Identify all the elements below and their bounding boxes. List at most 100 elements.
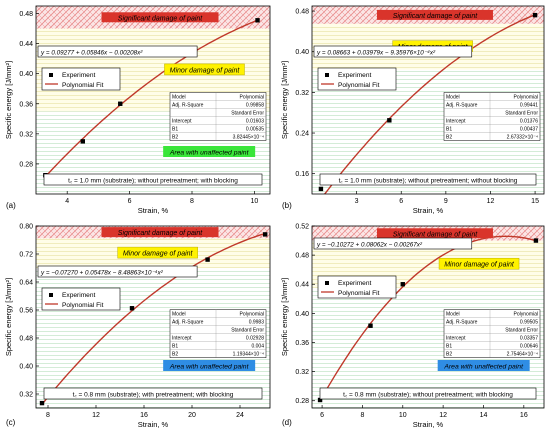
- label-significant-text: Significant damage of paint: [118, 230, 203, 237]
- stats-label: B1: [446, 344, 452, 350]
- y-tick-label: 0.80: [19, 224, 33, 231]
- x-axis-label: Strain, %: [138, 206, 169, 215]
- stats-label: Model: [172, 94, 186, 100]
- x-tick-label: 6: [399, 198, 403, 205]
- label-minor: Minor damage of paint: [164, 63, 245, 76]
- y-tick-label: 0.36: [19, 101, 33, 108]
- x-tick-label: 4: [65, 198, 69, 205]
- label-minor-text: Minor damage of paint: [170, 67, 241, 74]
- stats-label: Adj. R-Square: [172, 102, 204, 108]
- label-minor-bg: [164, 63, 245, 76]
- stats-label: B2: [172, 134, 178, 140]
- plot-frame: [35, 225, 271, 409]
- label-significant: Significant damage of paint: [376, 228, 493, 239]
- stats-label: Adj. R-Square: [172, 320, 204, 326]
- stats-value: 3.82445×10⁻⁴: [233, 134, 264, 140]
- stats-value: Polynomial: [240, 312, 264, 318]
- label-minor-text: Minor damage of paint: [444, 262, 515, 269]
- x-tick-label: 14: [480, 412, 488, 419]
- fit-curve: [41, 232, 266, 405]
- label-unaffected-text: Area with unaffected paint: [169, 150, 250, 157]
- label-significant-bg: [376, 9, 493, 20]
- stats-value: 0.99858: [246, 102, 264, 108]
- x-tick-label: 12: [439, 412, 447, 419]
- stats-label: Model: [446, 312, 460, 318]
- y-tick-label: 0.40: [19, 364, 33, 371]
- stats-value: 0.004: [251, 344, 264, 350]
- stats-value: 0.01603: [246, 118, 264, 124]
- y-tick-label: 0.24: [295, 131, 309, 138]
- legend-marker: [49, 293, 53, 297]
- y-tick-label: 0.32: [295, 90, 309, 97]
- stats-label: Adj. R-Square: [446, 320, 478, 326]
- label-significant-bg: [101, 227, 219, 238]
- legend: Experiment Polynomial Fit: [317, 67, 397, 91]
- panel-label: (c): [6, 418, 16, 427]
- equation-bg: [37, 45, 198, 58]
- stats-value: 2.67332×10⁻⁴: [507, 134, 538, 140]
- condition-bg: [319, 173, 537, 186]
- label-significant: Significant damage of paint: [101, 227, 219, 238]
- y-axis-label: Specific energy [J/mm²]: [4, 278, 13, 356]
- stats-value: 0.99505: [520, 320, 538, 326]
- equation-bg: [313, 237, 473, 250]
- legend-label: Experiment: [62, 292, 96, 299]
- x-tick-label: 24: [236, 412, 244, 419]
- stats-value: Polynomial: [240, 94, 264, 100]
- equation-bg: [37, 265, 198, 278]
- data-point: [255, 18, 260, 23]
- legend-marker: [49, 73, 53, 77]
- legend: Experiment Polynomial Fit: [41, 67, 121, 91]
- y-tick-label: 0.32: [19, 131, 33, 138]
- data-point: [368, 323, 373, 328]
- plot-frame: [311, 225, 545, 409]
- legend-marker: [325, 281, 329, 285]
- y-tick-label: 0.48: [295, 253, 309, 260]
- x-tick-label: 12: [92, 412, 100, 419]
- y-tick-label: 0.48: [19, 336, 33, 343]
- stats-table: Model Polynomial Adj. R-Square 0.99505 Stand…: [443, 309, 541, 358]
- label-significant-bg: [101, 12, 219, 23]
- y-tick-label: 0.44: [19, 41, 33, 48]
- equation-box: y = 0.08663 + 0.03979x − 9.35976×10⁻⁴x²: [313, 45, 473, 58]
- data-point: [387, 118, 392, 123]
- legend-label: Experiment: [338, 280, 372, 287]
- panel-label: (d): [282, 418, 292, 427]
- equation-text: y = 0.09277 + 0.05846x − 0.00208x²: [40, 50, 143, 57]
- plot-frame: [35, 5, 271, 195]
- x-tick-label: 9: [444, 198, 448, 205]
- stats-value: 0.00437: [520, 126, 538, 132]
- label-significant-text: Significant damage of paint: [118, 15, 203, 22]
- y-tick-label: 0.64: [19, 280, 33, 287]
- label-significant: Significant damage of paint: [376, 9, 493, 20]
- stats-label: Intercept: [172, 336, 192, 342]
- label-significant-text: Significant damage of paint: [393, 13, 478, 20]
- x-tick-label: 8: [360, 412, 364, 419]
- legend-frame: [317, 67, 397, 91]
- legend-label: Polynomial Fit: [62, 302, 104, 309]
- stats-label: B1: [172, 126, 178, 132]
- panel-a: 4 6 8 10 0.28 0.32 0.36 0.40 0.44 0.48 Strain, % Sp…: [4, 5, 271, 215]
- y-tick-label: 0.28: [19, 161, 33, 168]
- y-tick-label: 0.28: [295, 398, 309, 405]
- stats-label: B2: [446, 352, 452, 358]
- equation-text: y = 0.08663 + 0.03979x − 9.35976×10⁻⁴x²: [316, 50, 436, 57]
- data-point: [118, 101, 123, 106]
- x-axis-label: Strain, %: [413, 420, 444, 429]
- stats-value: 0.00646: [520, 344, 538, 350]
- label-significant: Significant damage of paint: [101, 12, 219, 23]
- panel-b: 3 6 9 12 15 0.16 0.24 0.32 0.40 0.48 Strain, % Spec…: [280, 5, 545, 215]
- label-unaffected-bg: [163, 146, 256, 157]
- label-unaffected: Area with unaffected paint: [163, 146, 256, 157]
- stats-table: Model Polynomial Adj. R-Square 0.99441 Stand…: [443, 92, 541, 141]
- condition-text: t꜀ = 1.0 mm (substrate); without pretrea…: [68, 178, 238, 185]
- stats-value: Standard Error: [505, 328, 538, 334]
- stats-label: B1: [172, 344, 178, 350]
- label-minor-text: Minor damage of paint: [123, 251, 194, 258]
- label-unaffected-bg: [437, 360, 530, 371]
- legend: Experiment Polynomial Fit: [317, 275, 397, 299]
- stats-value: 0.02928: [246, 336, 264, 342]
- legend-frame: [41, 67, 121, 91]
- x-tick-label: 8: [46, 412, 50, 419]
